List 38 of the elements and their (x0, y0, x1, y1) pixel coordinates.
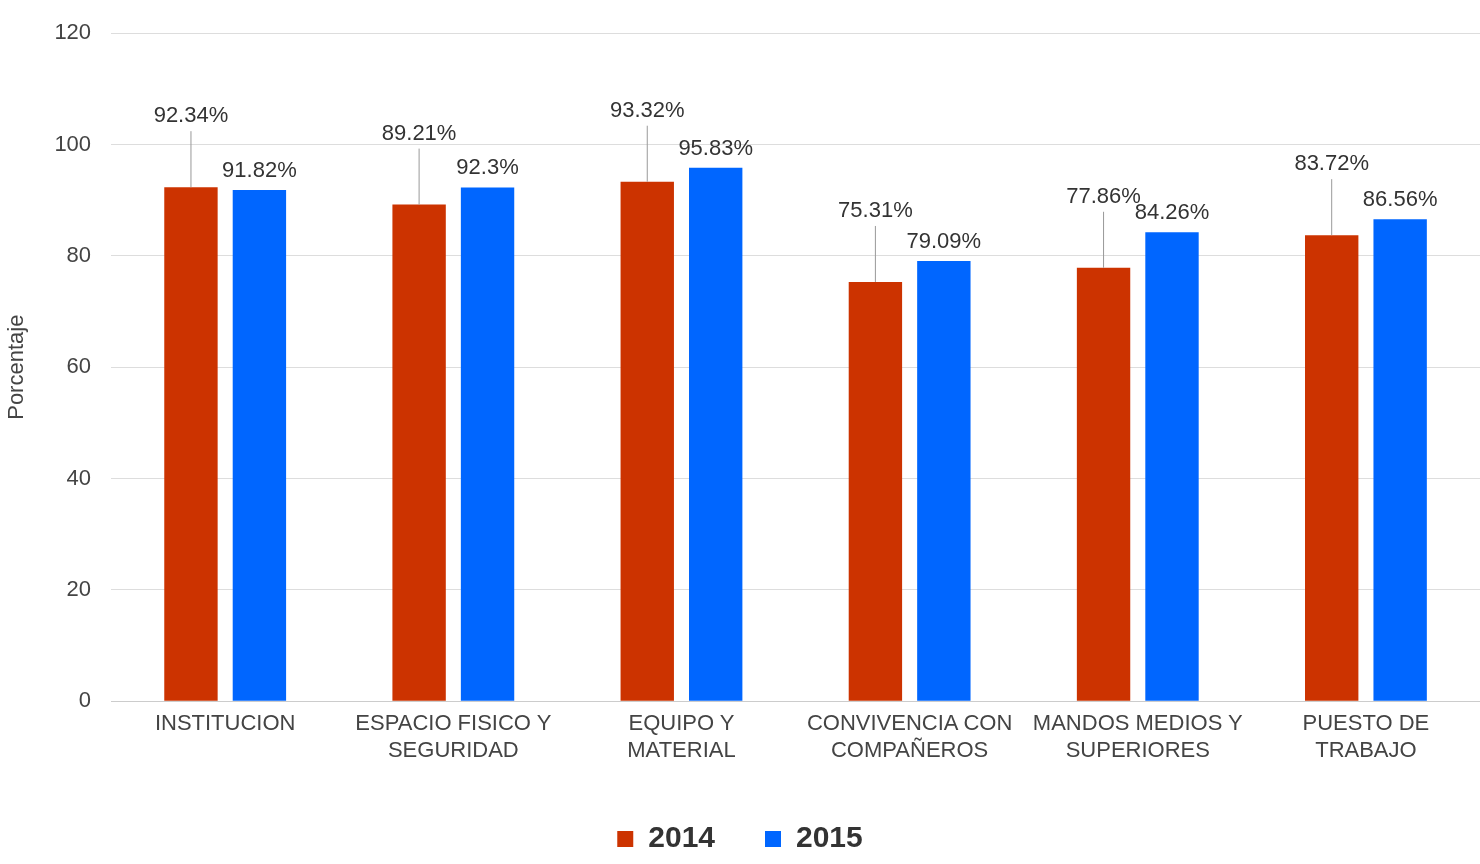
y-tick-label: 80 (66, 241, 92, 267)
y-tick-label: 0 (78, 687, 92, 713)
bar (460, 187, 515, 701)
bar (620, 181, 674, 701)
bar (164, 187, 218, 701)
data-label: 92.34% (153, 102, 229, 128)
data-label: 89.21% (381, 119, 457, 145)
x-tick-label: PUESTO DE TRABAJO (1302, 710, 1430, 762)
data-label: 75.31% (838, 197, 913, 223)
x-tick-label: ESPACIO FISICO Y SEGURIDAD (355, 710, 552, 762)
data-label: 83.72% (1294, 150, 1370, 176)
legend-label: 2014 (648, 820, 716, 854)
y-tick-label: 60 (66, 353, 92, 379)
y-tick-label: 100 (54, 130, 92, 156)
y-tick-label: 20 (66, 575, 92, 601)
x-tick-label: CONVIVENCIA CON COMPAÑEROS (806, 710, 1013, 762)
x-tick-label: INSTITUCION (154, 710, 296, 736)
y-tick-label: 120 (54, 19, 92, 45)
x-tick-label: MANDOS MEDIOS Y SUPERIORES (1032, 710, 1244, 762)
data-label: 92.3% (456, 154, 519, 180)
bar (392, 204, 446, 701)
data-label: 95.83% (678, 134, 754, 160)
x-tick-label: EQUIPO Y MATERIAL (627, 710, 736, 762)
data-label: 86.56% (1362, 186, 1438, 212)
bar (1145, 232, 1199, 701)
bar (689, 167, 743, 701)
y-axis-title: Porcentaje (3, 314, 29, 420)
bar (232, 190, 287, 701)
data-label: 91.82% (222, 157, 297, 183)
bar (1373, 219, 1427, 701)
bar (1305, 235, 1359, 701)
y-tick-label: 40 (66, 464, 92, 490)
bar (848, 281, 903, 701)
data-label: 79.09% (906, 227, 982, 253)
data-label: 93.32% (609, 96, 685, 122)
legend-label: 2015 (796, 820, 863, 854)
bar (1076, 267, 1131, 701)
bar (917, 260, 971, 701)
